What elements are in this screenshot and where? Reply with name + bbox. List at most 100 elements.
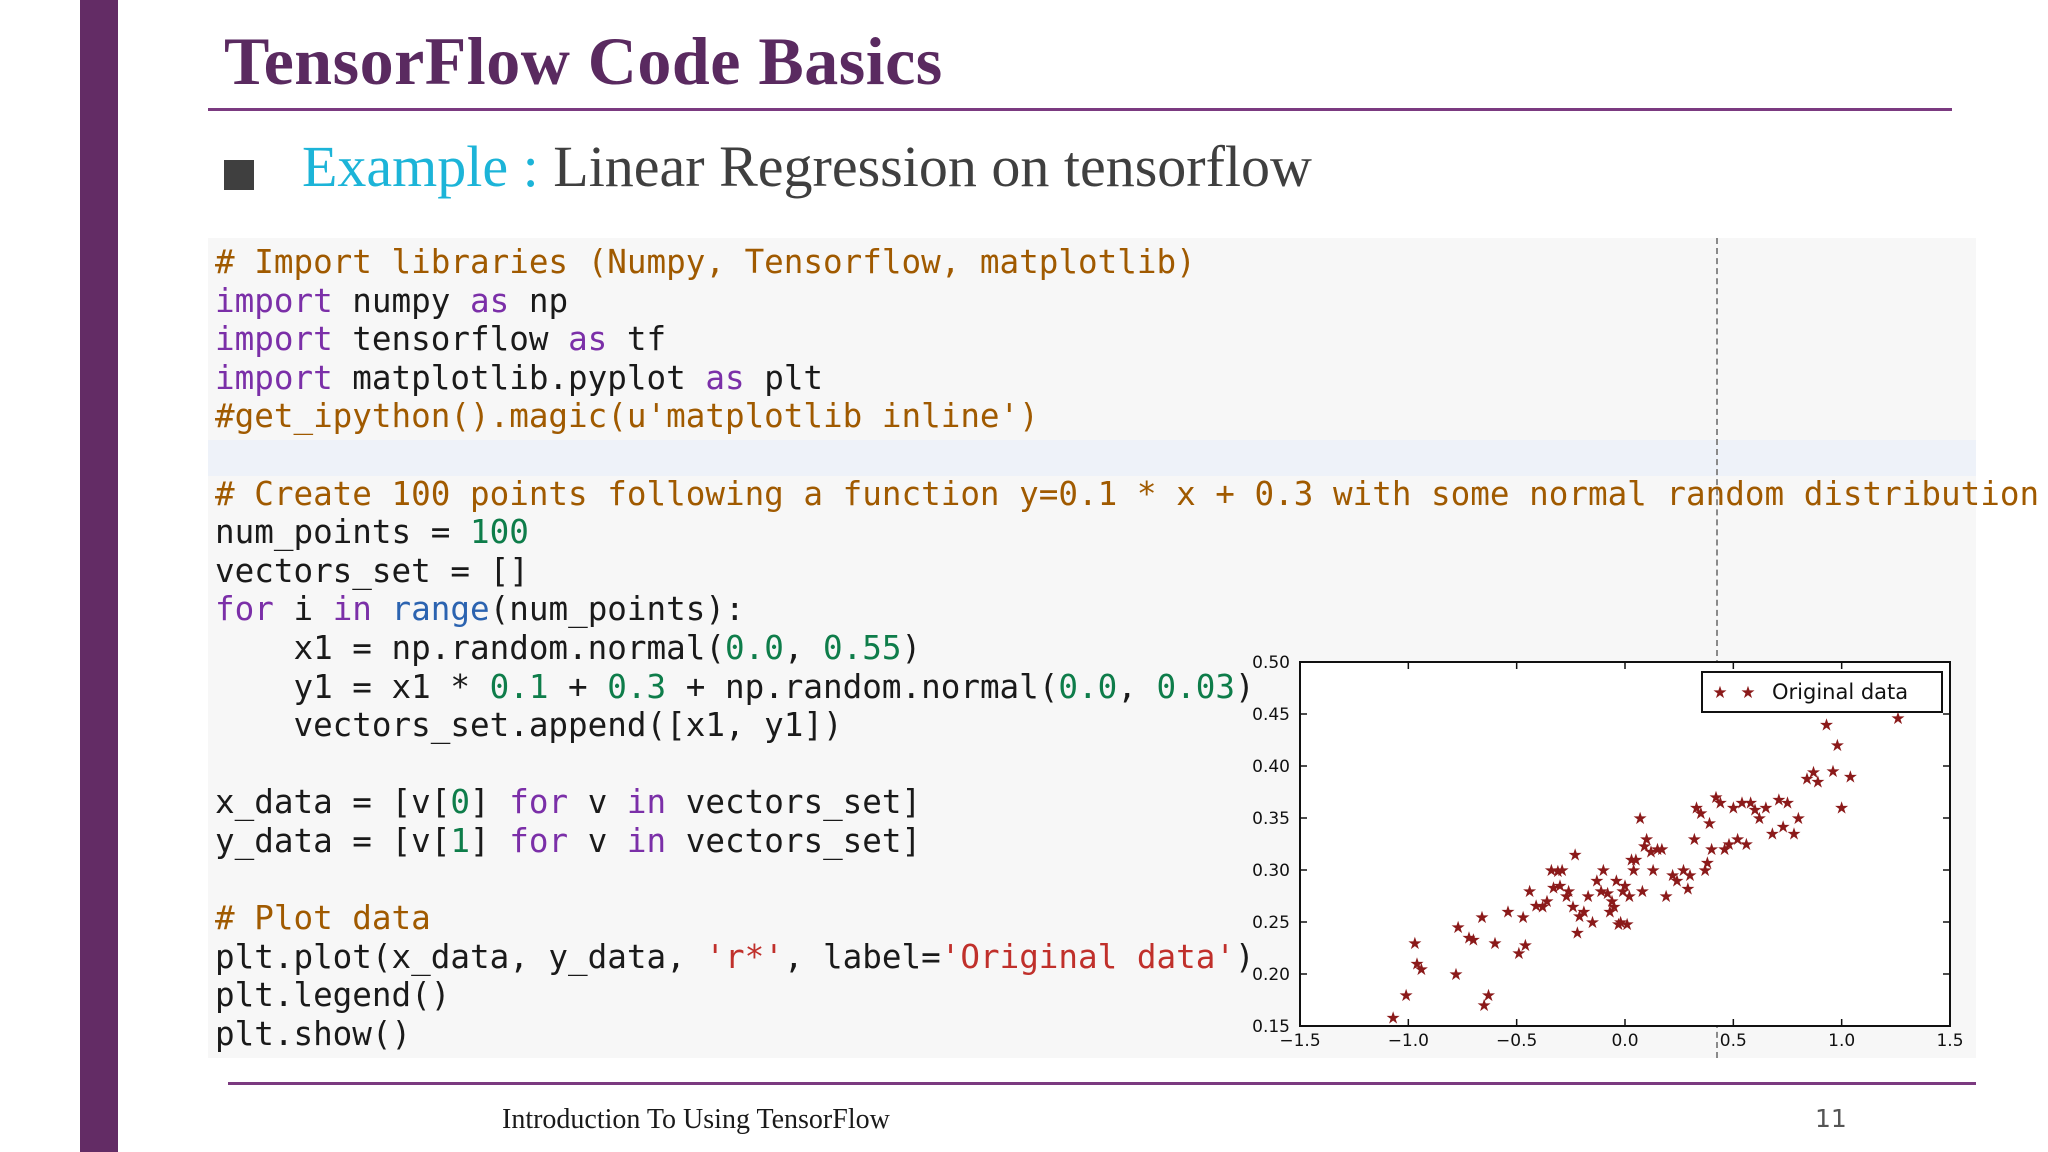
data-point: ★	[1650, 840, 1665, 860]
data-point: ★	[1633, 809, 1648, 829]
code-line: plt.show()	[215, 1015, 411, 1053]
data-point: ★	[1477, 996, 1492, 1016]
code-token: )	[1234, 937, 1255, 976]
code-token: ,	[1117, 667, 1157, 706]
data-point: ★	[1765, 825, 1780, 845]
data-point: ★	[1414, 960, 1429, 980]
data-point: ★	[1771, 790, 1786, 810]
page-number: 11	[1815, 1104, 1847, 1133]
data-point: ★	[1409, 955, 1424, 975]
legend-marker: ★	[1712, 683, 1727, 703]
y-tick-label: 0.45	[1252, 705, 1290, 725]
code-token: 0.55	[823, 628, 902, 667]
code-line: # Plot data	[215, 899, 431, 937]
bullet-rest: Linear Regression on tensorflow	[538, 134, 1312, 199]
data-point: ★	[1552, 877, 1567, 897]
code-line: y_data = [v[1] for v in vectors_set]	[215, 822, 921, 860]
code-line: plt.legend()	[215, 976, 450, 1014]
data-point: ★	[1743, 793, 1758, 813]
code-token: 0.3	[607, 667, 667, 706]
y-tick-label: 0.35	[1252, 809, 1290, 829]
x-tick-label: −0.5	[1496, 1031, 1537, 1051]
code-token: for	[215, 590, 274, 629]
y-tick-label: 0.30	[1252, 861, 1290, 881]
data-point: ★	[1721, 835, 1736, 855]
code-token: num_points =	[215, 513, 470, 552]
data-point: ★	[1819, 715, 1834, 735]
code-token: # Plot data	[215, 899, 431, 938]
data-point: ★	[1799, 769, 1814, 789]
code-token: vectors_set]	[666, 821, 922, 860]
data-point: ★	[1585, 913, 1600, 933]
code-token: )	[901, 628, 922, 667]
footer-divider	[228, 1082, 1976, 1085]
data-point: ★	[1481, 986, 1496, 1006]
code-token: 0.0	[724, 628, 784, 667]
data-point: ★	[1451, 918, 1466, 938]
code-token: plt.plot(x_data, y_data,	[215, 937, 706, 976]
data-point: ★	[1628, 851, 1643, 871]
data-point: ★	[1843, 767, 1858, 787]
y-tick-label: 0.15	[1252, 1017, 1290, 1037]
data-point: ★	[1589, 871, 1604, 891]
data-point: ★	[1461, 929, 1476, 949]
plot-area	[1299, 661, 1951, 1027]
data-point: ★	[1676, 861, 1691, 881]
data-point: ★	[1620, 915, 1635, 935]
data-point: ★	[1399, 986, 1414, 1006]
data-point: ★	[1682, 866, 1697, 886]
data-point: ★	[1602, 903, 1617, 923]
data-point: ★	[1669, 871, 1684, 891]
data-point: ★	[1386, 1009, 1401, 1029]
y-tick-label: 0.50	[1252, 653, 1290, 673]
x-tick-label: 1.5	[1936, 1031, 1963, 1051]
code-token	[372, 590, 392, 628]
data-point: ★	[1726, 799, 1741, 819]
code-token: import	[215, 320, 333, 359]
data-point: ★	[1561, 882, 1576, 902]
x-tick-label: −1.5	[1279, 1031, 1320, 1051]
slide-accent-bar	[80, 0, 118, 1152]
data-point: ★	[1604, 892, 1619, 912]
code-token: in	[626, 783, 667, 822]
code-token: # Create 100 points following a function…	[215, 474, 2040, 513]
data-point: ★	[1609, 871, 1624, 891]
code-token: v	[568, 783, 627, 822]
code-token: y1 = x1 *	[215, 667, 490, 706]
data-point: ★	[1624, 851, 1639, 871]
data-point: ★	[1615, 882, 1630, 902]
code-token: as	[469, 281, 510, 320]
code-token: plt.legend()	[215, 976, 451, 1015]
code-token: ]	[470, 821, 510, 860]
cell-separator	[208, 440, 1976, 476]
data-point: ★	[1698, 861, 1713, 881]
data-point: ★	[1702, 814, 1717, 834]
data-point: ★	[1466, 931, 1481, 951]
code-line: x1 = np.random.normal(0.0, 0.55)	[215, 629, 921, 667]
code-token: x_data = [v[	[215, 783, 451, 822]
code-line: for i in range(num_points):	[215, 590, 745, 628]
footer-text: Introduction To Using TensorFlow	[502, 1104, 890, 1135]
data-point: ★	[1529, 896, 1544, 916]
data-point: ★	[1739, 835, 1754, 855]
data-point: ★	[1613, 913, 1628, 933]
code-token: 1	[450, 821, 470, 860]
code-token: as	[568, 320, 608, 359]
legend: ★ ★ Original data	[1701, 671, 1943, 713]
data-point: ★	[1550, 862, 1565, 882]
data-point: ★	[1659, 887, 1674, 907]
code-token: tf	[607, 320, 667, 359]
code-line: vectors_set = []	[215, 552, 529, 590]
code-screenshot	[208, 238, 1976, 1058]
code-token: numpy	[332, 281, 470, 320]
data-point: ★	[1780, 793, 1795, 813]
code-token: for	[509, 821, 569, 860]
code-token: # Import libraries (Numpy, Tensorflow, m…	[215, 243, 1196, 281]
code-line: y1 = x1 * 0.1 + 0.3 + np.random.normal(0…	[215, 667, 1254, 706]
data-point: ★	[1687, 830, 1702, 850]
code-token: y_data = [v[	[215, 821, 451, 860]
data-point: ★	[1555, 861, 1570, 881]
code-line: import matplotlib.pyplot as plt	[215, 359, 823, 397]
data-point: ★	[1544, 861, 1559, 881]
code-token: in	[626, 821, 667, 860]
